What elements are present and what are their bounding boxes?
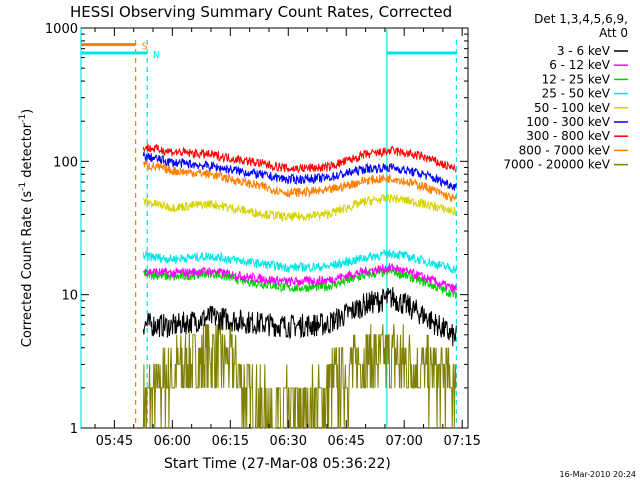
legend-label: 800 - 7000 keV: [519, 143, 611, 157]
x-tick-label: 06:15: [212, 434, 249, 449]
y-label-part: Corrected Count Rate (s: [20, 191, 35, 348]
flag-label: S: [142, 42, 148, 53]
legend-label: 300 - 800 keV: [526, 129, 610, 143]
legend-label: 25 - 50 keV: [542, 87, 611, 101]
x-tick-label: 06:00: [154, 434, 191, 449]
y-axis-label: Corrected Count Rate (s-1 detector-1): [18, 109, 35, 347]
y-axis: 1 10 100 1000: [45, 22, 468, 437]
y-label-sup: -1: [18, 182, 28, 191]
observing-flags: SN: [81, 42, 457, 61]
series-line: [142, 323, 457, 429]
legend-label: 3 - 6 keV: [557, 44, 611, 58]
series-line: [142, 263, 457, 294]
series-line: [142, 161, 457, 202]
y-label-part: ): [20, 109, 35, 114]
legend-header-line: Att 0: [599, 26, 628, 40]
y-tick-label: 1: [70, 422, 78, 437]
x-tick-label: 07:00: [385, 434, 422, 449]
flag-label: N: [153, 50, 159, 61]
series-line: [142, 249, 457, 275]
plot-frame: [80, 27, 469, 429]
y-tick-label: 100: [53, 155, 78, 170]
series-line: [142, 151, 457, 191]
series-group: [142, 143, 457, 429]
legend-label: 6 - 12 keV: [549, 58, 611, 72]
x-axis-label: Start Time (27-Mar-08 05:36:22): [164, 456, 391, 472]
y-tick-label: 10: [61, 289, 78, 304]
y-tick-label: 1000: [45, 22, 78, 37]
x-axis: 05:45 06:00 06:15 06:30 06:45 07:00 07:15: [94, 28, 481, 449]
series-line: [142, 193, 457, 222]
series-line: [142, 143, 457, 173]
series-line: [142, 287, 457, 347]
plot-area: SN: [80, 27, 469, 429]
legend-label: 50 - 100 keV: [534, 101, 611, 115]
legend-label: 7000 - 20000 keV: [503, 158, 610, 172]
x-tick-label: 05:45: [96, 434, 133, 449]
legend-label: 100 - 300 keV: [526, 115, 610, 129]
y-label-part: detector: [20, 122, 35, 182]
x-tick-label: 06:45: [328, 434, 365, 449]
y-label-sup: -1: [18, 114, 28, 123]
x-tick-label: 06:30: [270, 434, 307, 449]
chart-title: HESSI Observing Summary Count Rates, Cor…: [70, 3, 452, 21]
time-markers: [80, 28, 458, 428]
footer-timestamp: 16-Mar-2010 20:24: [560, 470, 637, 479]
x-tick-label: 07:15: [443, 434, 480, 449]
legend-label: 12 - 25 keV: [542, 72, 611, 86]
legend-header-line: Det 1,3,4,5,6,9,: [534, 12, 628, 26]
